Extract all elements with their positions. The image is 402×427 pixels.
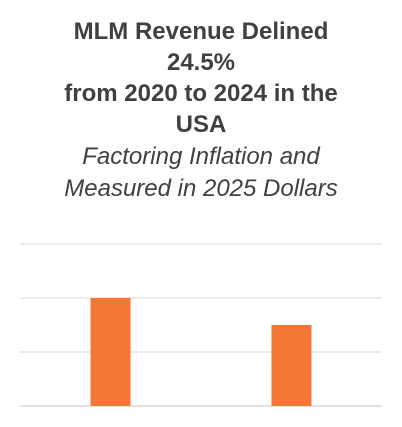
chart-title-block: MLM Revenue Delined 24.5% from 2020 to 2…	[20, 16, 382, 204]
chart-title-line-4: USA	[175, 111, 227, 138]
chart-title-line-1: MLM Revenue Delined	[73, 18, 329, 45]
bar-1	[90, 298, 131, 406]
chart-title-line-2: 24.5%	[166, 49, 236, 76]
chart-subtitle-line-1: Factoring Inflation and	[82, 143, 320, 170]
chart-title-line-3: from 2020 to 2024 in the	[64, 80, 338, 107]
chart-subtitle-line-2: Measured in 2025 Dollars	[64, 175, 338, 202]
bar-2	[271, 325, 312, 406]
bars	[90, 298, 312, 406]
gridlines	[20, 243, 382, 407]
